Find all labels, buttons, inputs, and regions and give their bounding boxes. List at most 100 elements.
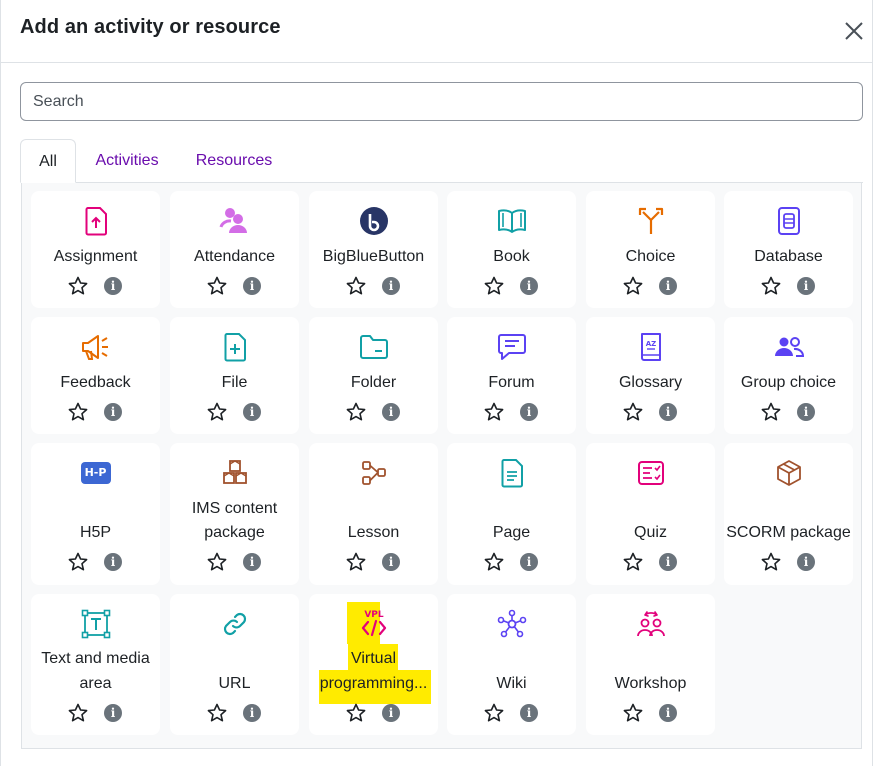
activity-name: Page	[492, 524, 531, 541]
info-icon[interactable]: i	[382, 403, 400, 421]
star-icon[interactable]	[761, 552, 781, 572]
star-icon[interactable]	[68, 276, 88, 296]
star-icon[interactable]	[68, 703, 88, 723]
activity-name: Choice	[625, 248, 676, 265]
info-icon[interactable]: i	[797, 403, 815, 421]
star-icon[interactable]	[346, 402, 366, 422]
activity-card-h5p[interactable]: H-P H5P i	[31, 443, 160, 585]
activity-card-bigbluebutton[interactable]: BigBlueButton i	[309, 191, 438, 308]
info-icon[interactable]: i	[659, 403, 677, 421]
activity-card-workshop[interactable]: Workshop i	[586, 594, 715, 735]
tab-all[interactable]: All	[20, 139, 76, 183]
activity-card-book[interactable]: Book i	[447, 191, 576, 308]
star-icon[interactable]	[623, 402, 643, 422]
activity-card-url[interactable]: URL i	[170, 594, 299, 735]
info-icon[interactable]: i	[520, 277, 538, 295]
activity-card-choice[interactable]: Choice i	[586, 191, 715, 308]
close-button[interactable]	[839, 16, 869, 46]
vpl-icon-label: VPL	[364, 610, 384, 620]
star-icon[interactable]	[623, 552, 643, 572]
activity-card-text-and-media-area[interactable]: Text and media area i	[31, 594, 160, 735]
activity-card-database[interactable]: Database i	[724, 191, 853, 308]
activity-name: Workshop	[614, 675, 687, 692]
star-icon[interactable]	[207, 402, 227, 422]
activity-grid: Assignment i Attendance i BigBlueButton …	[21, 183, 862, 749]
file-icon	[219, 331, 251, 363]
dialog-header: Add an activity or resource	[1, 0, 872, 63]
info-icon[interactable]: i	[659, 277, 677, 295]
svg-text:AZ: AZ	[645, 340, 656, 348]
activity-card-feedback[interactable]: Feedback i	[31, 317, 160, 434]
lesson-icon	[358, 457, 390, 489]
info-icon[interactable]: i	[104, 553, 122, 571]
activity-name: Forum	[488, 374, 535, 391]
star-icon[interactable]	[484, 276, 504, 296]
info-icon[interactable]: i	[104, 704, 122, 722]
activity-card-ims-content-package[interactable]: IMS content package i	[170, 443, 299, 585]
activity-name-line1: IMS content	[191, 500, 278, 517]
star-icon[interactable]	[207, 703, 227, 723]
bigbluebutton-icon	[358, 205, 390, 237]
activity-card-virtual-programming-lab[interactable]: VPL Virtual programming... i	[309, 594, 438, 735]
star-icon[interactable]	[207, 552, 227, 572]
activity-name: H5P	[79, 524, 112, 541]
info-icon[interactable]: i	[382, 553, 400, 571]
info-icon[interactable]: i	[243, 553, 261, 571]
info-icon[interactable]: i	[104, 403, 122, 421]
dialog-title: Add an activity or resource	[20, 16, 281, 38]
star-icon[interactable]	[346, 552, 366, 572]
activity-card-page[interactable]: Page i	[447, 443, 576, 585]
info-icon[interactable]: i	[797, 553, 815, 571]
activity-card-lesson[interactable]: Lesson i	[309, 443, 438, 585]
star-icon[interactable]	[761, 276, 781, 296]
activity-name-line2: area	[79, 675, 112, 692]
activity-card-quiz[interactable]: Quiz i	[586, 443, 715, 585]
info-icon[interactable]: i	[520, 704, 538, 722]
activity-card-group-choice[interactable]: Group choice i	[724, 317, 853, 434]
star-icon[interactable]	[761, 402, 781, 422]
star-icon[interactable]	[346, 703, 366, 723]
activity-name: SCORM package	[726, 524, 851, 541]
quiz-icon	[635, 457, 667, 489]
info-icon[interactable]: i	[243, 704, 261, 722]
star-icon[interactable]	[484, 552, 504, 572]
activity-name: Quiz	[634, 524, 667, 541]
activity-card-glossary[interactable]: AZ Glossary i	[586, 317, 715, 434]
star-icon[interactable]	[484, 703, 504, 723]
star-icon[interactable]	[346, 276, 366, 296]
info-icon[interactable]: i	[382, 704, 400, 722]
tab-activities[interactable]: Activities	[95, 152, 159, 169]
info-icon[interactable]: i	[382, 277, 400, 295]
activity-card-wiki[interactable]: Wiki i	[447, 594, 576, 735]
tab-bar: All Activities Resources	[20, 139, 863, 183]
info-icon[interactable]: i	[243, 403, 261, 421]
activity-card-folder[interactable]: Folder i	[309, 317, 438, 434]
info-icon[interactable]: i	[659, 553, 677, 571]
star-icon[interactable]	[484, 402, 504, 422]
attendance-icon	[219, 205, 251, 237]
activity-card-forum[interactable]: Forum i	[447, 317, 576, 434]
info-icon[interactable]: i	[243, 277, 261, 295]
info-icon[interactable]: i	[104, 277, 122, 295]
h5p-icon: H-P	[80, 457, 112, 489]
activity-name: Feedback	[60, 374, 131, 391]
activity-card-file[interactable]: File i	[170, 317, 299, 434]
info-icon[interactable]: i	[520, 403, 538, 421]
search-input[interactable]	[20, 82, 863, 121]
info-icon[interactable]: i	[520, 553, 538, 571]
workshop-icon	[635, 608, 667, 640]
star-icon[interactable]	[623, 276, 643, 296]
star-icon[interactable]	[623, 703, 643, 723]
info-icon[interactable]: i	[659, 704, 677, 722]
star-icon[interactable]	[207, 276, 227, 296]
activity-name: File	[221, 374, 248, 391]
star-icon[interactable]	[68, 552, 88, 572]
activity-card-scorm-package[interactable]: SCORM package i	[724, 443, 853, 585]
activity-card-assignment[interactable]: Assignment i	[31, 191, 160, 308]
scorm-icon	[773, 457, 805, 489]
activity-name-line2: programming...	[319, 675, 428, 692]
activity-card-attendance[interactable]: Attendance i	[170, 191, 299, 308]
star-icon[interactable]	[68, 402, 88, 422]
tab-resources[interactable]: Resources	[195, 152, 273, 169]
info-icon[interactable]: i	[797, 277, 815, 295]
